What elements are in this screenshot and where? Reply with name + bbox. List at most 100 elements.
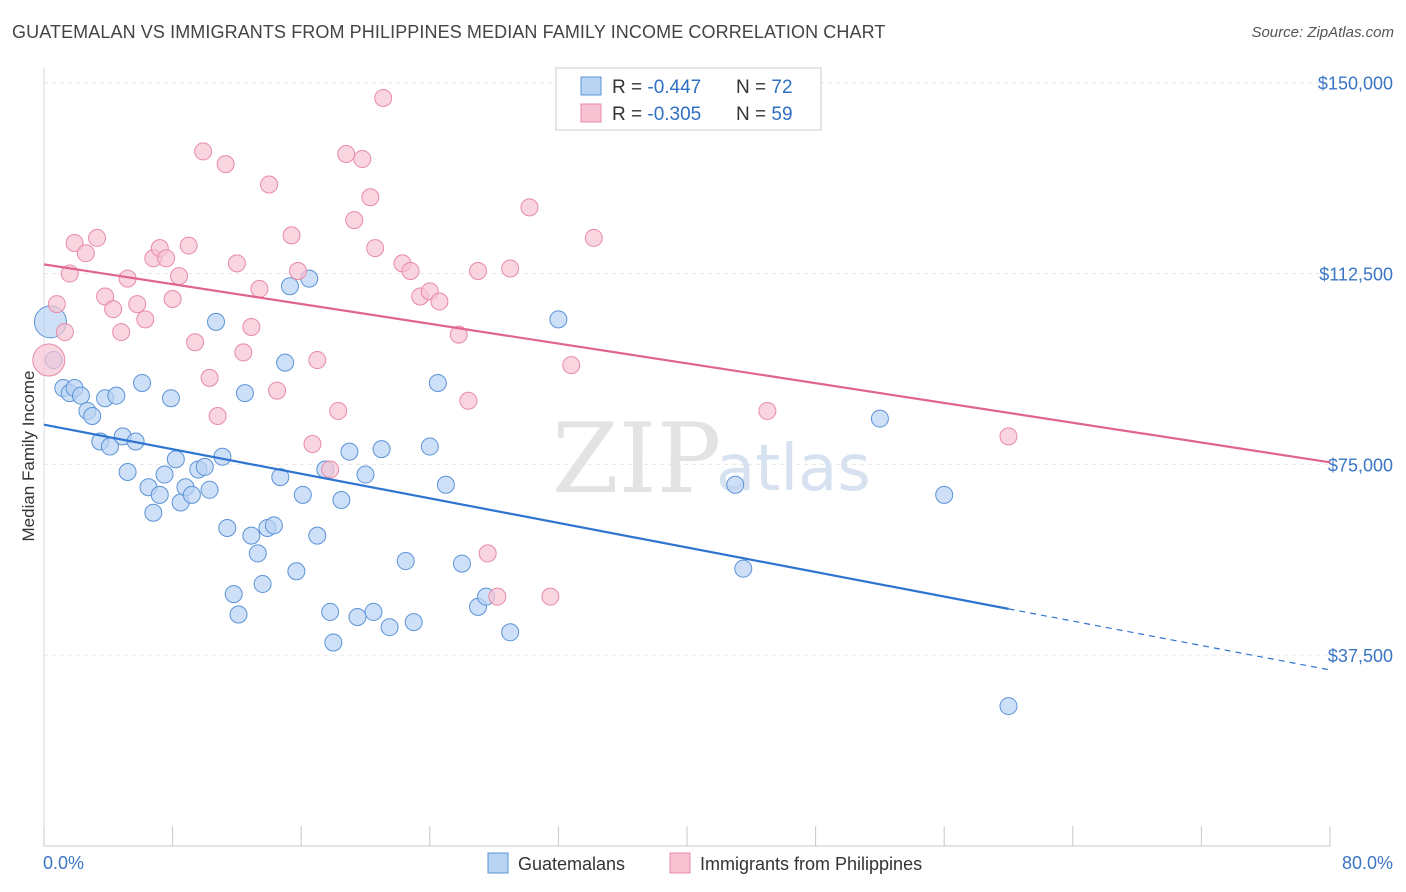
data-point [501,623,520,642]
data-point [562,356,581,375]
legend-n-philippines: N = 59 [736,104,793,125]
data-point [340,442,359,461]
data-point [207,312,226,331]
data-point [726,475,745,494]
data-point [758,401,777,420]
data-point [396,552,415,571]
data-point [182,485,201,504]
data-point [144,503,163,522]
trend-line-guatemalans [43,423,1009,610]
data-point [404,613,423,632]
data-point [118,463,137,481]
data-point [332,490,351,509]
y-tick-label: $150,000 [1318,74,1393,94]
bottom-legend-swatch-philippines [669,852,691,874]
chart-title: GUATEMALAN VS IMMIGRANTS FROM PHILIPPINE… [12,22,886,42]
data-point [32,343,66,377]
data-point [208,407,227,426]
bottom-legend-label-guatemalans: Guatemalans [518,854,625,874]
data-point [250,279,269,298]
y-tick-label: $37,500 [1328,646,1393,666]
data-point [195,457,214,476]
data-point [870,409,889,428]
series-legend: Guatemalans Immigrants from Philippines [487,852,922,874]
data-point [308,526,327,545]
data-point [321,602,340,621]
y-tick-label: $112,500 [1319,265,1393,285]
data-point [308,351,327,370]
data-point [541,587,560,606]
data-point [242,317,261,336]
data-point [293,485,312,504]
data-point [157,249,176,268]
data-point [136,310,155,329]
data-point [501,259,520,278]
data-point [96,287,115,306]
data-point [253,574,272,593]
data-point [353,150,372,169]
data-point [372,440,391,459]
data-point [224,585,243,604]
data-point [337,144,356,163]
data-point [150,485,169,504]
data-point [107,386,126,405]
data-point [374,89,393,107]
data-point [55,323,74,342]
data-point [170,267,189,286]
data-point [229,605,248,624]
data-point [227,254,246,273]
data-point [999,697,1018,716]
data-point [248,544,267,563]
data-point [288,262,307,281]
data-point [260,175,279,194]
data-point [216,155,235,174]
data-point [76,244,95,263]
x-tick-label-min: 0.0% [43,853,84,873]
data-point [155,465,174,484]
data-point [459,391,478,410]
data-point [234,343,253,362]
data-point [303,435,322,454]
data-point [112,323,131,342]
data-point [271,468,290,487]
data-point [436,475,455,494]
x-tick-label-max: 80.0% [1342,853,1393,873]
data-point [935,485,954,504]
bottom-legend-swatch-guatemalans [487,852,509,874]
data-point [449,325,468,344]
x-axis-ticks [43,826,1331,846]
data-point [47,295,66,314]
data-point [329,401,348,420]
data-point [235,384,254,403]
data-point [345,211,364,230]
legend-swatch-philippines [580,103,602,123]
trend-line-philippines [43,263,1331,464]
data-point [104,300,123,319]
data-point [321,460,340,479]
data-point [186,333,205,352]
data-point [584,228,603,247]
y-tick-label: $75,000 [1328,455,1393,475]
data-point [88,228,107,247]
series-philippines [32,89,1018,606]
data-point [380,618,399,637]
data-point [356,465,375,484]
data-point [488,587,507,606]
data-point [268,381,287,400]
data-point [520,198,539,217]
data-point [242,526,261,545]
data-point [276,353,295,372]
data-point [361,188,380,207]
data-point [452,554,471,573]
data-point [128,295,147,314]
data-point [280,277,299,296]
data-point [83,407,102,426]
data-point [430,292,449,311]
data-point [549,310,568,329]
watermark-atlas: atlas [716,432,871,506]
data-point [734,559,753,578]
data-point [478,544,497,563]
data-point [264,516,283,535]
data-point [428,373,447,392]
y-axis-label: Median Family Income [19,370,38,541]
